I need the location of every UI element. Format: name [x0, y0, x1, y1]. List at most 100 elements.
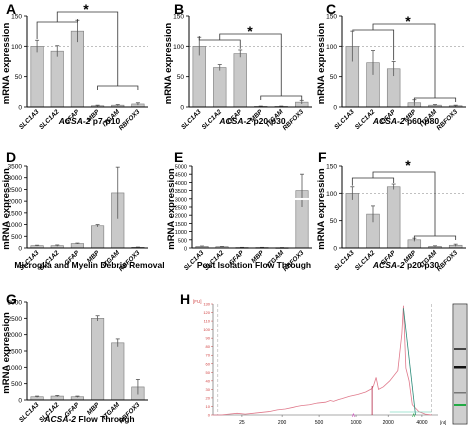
y-tick-label: 150 — [326, 164, 337, 171]
y-tick-label: 1000 — [8, 222, 23, 229]
y-tick-label: 110 — [204, 319, 211, 324]
y-tick-label: 70 — [206, 353, 211, 358]
caption-gene: ACSA-2 — [43, 414, 76, 424]
y-tick-label: 0 — [333, 246, 337, 253]
category-label: SLC1A3 — [333, 108, 356, 131]
significance-bracket — [97, 85, 139, 90]
y-tick-label: 150 — [11, 14, 22, 21]
y-tick-label: 3000 — [8, 300, 23, 307]
panel-label: A — [6, 1, 16, 17]
x-tick-label: 4000 — [416, 420, 427, 426]
x-tick-label: 1000 — [350, 420, 361, 426]
panel-caption: Post Isolation Flow Through — [197, 260, 311, 270]
panel-label: B — [174, 1, 184, 17]
gel-band — [454, 366, 466, 369]
panel-caption: ACSA-2 Flow Through — [43, 414, 134, 424]
y-tick-label: 50 — [330, 218, 338, 225]
significance-star: * — [405, 13, 411, 29]
y-tick-label: 0 — [18, 246, 22, 253]
bar — [50, 50, 64, 108]
electropherogram-trace — [213, 305, 432, 416]
bar — [91, 225, 105, 249]
caption-text: Microglia and Myelin Debris Removal — [14, 260, 164, 270]
x-tick-label: 25 — [239, 420, 245, 426]
x-tick-label: 2000 — [383, 420, 394, 426]
y-tick-label: 130 — [203, 302, 210, 307]
y-tick-label: 40 — [206, 378, 211, 383]
panel-h: H [FU] 0 10 20 30 40 50 60 70 80 90 100 110 120 130 25 20… — [180, 291, 468, 426]
y-tick-label: 4500 — [175, 173, 187, 179]
bar — [70, 243, 84, 249]
caption-text: p20-p30 — [405, 260, 440, 270]
y-tick-label: 1000 — [8, 365, 23, 372]
y-tick-label: 100 — [173, 44, 184, 51]
y-tick-label: 500 — [11, 381, 22, 388]
significance-star: * — [405, 157, 411, 173]
significance-bracket — [260, 95, 303, 100]
bar — [345, 193, 360, 249]
significance-star: * — [247, 23, 253, 39]
y-tick-label: 120 — [203, 310, 210, 315]
gel-marker-band — [454, 404, 466, 406]
caption-gene: ACSA-2 — [218, 116, 251, 126]
y-tick-label: 5000 — [175, 165, 187, 171]
y-axis-label: mRNA expression — [316, 168, 327, 250]
y-axis-label: mRNA expression — [1, 168, 12, 250]
panel-label: D — [6, 149, 16, 165]
bar — [111, 342, 125, 401]
y-tick-label: 500 — [11, 234, 22, 241]
bar — [233, 53, 247, 108]
caption-text: Post Isolation Flow Through — [197, 260, 311, 270]
y-axis-label: mRNA expression — [1, 312, 12, 394]
y-axis-label: mRNA expression — [316, 23, 327, 105]
y-tick-label: 50 — [15, 74, 23, 81]
y-tick-label: 2500 — [8, 187, 23, 194]
upper-marker-icon: ∧ — [411, 413, 415, 419]
y-axis-label: mRNA expression — [1, 23, 12, 105]
y-tick-label: 30 — [206, 387, 211, 392]
y-tick-label: 50 — [177, 74, 185, 81]
caption-gene: ACSA-2 — [58, 116, 91, 126]
gel-band — [454, 392, 466, 394]
y-tick-label: 1500 — [8, 210, 23, 217]
significance-star: * — [83, 1, 89, 17]
y-tick-label: 3500 — [8, 164, 23, 171]
y-tick-label: 10 — [206, 404, 211, 409]
y-tick-label: 1000 — [175, 230, 187, 236]
y-tick-label: 50 — [330, 74, 338, 81]
y-unit-label: [FU] — [193, 299, 202, 304]
panel-label: C — [326, 1, 336, 17]
bar — [213, 67, 227, 108]
y-tick-label: 2500 — [175, 206, 187, 212]
panel-caption: ACSA-2 p20-p30 — [372, 260, 439, 270]
significance-bracket — [413, 97, 457, 102]
y-tick-label: 0 — [333, 105, 337, 112]
y-tick-label: 100 — [326, 191, 337, 198]
y-axis-label: mRNA expression — [166, 168, 177, 250]
y-tick-label: 2000 — [8, 332, 23, 339]
y-tick-label: 50 — [206, 370, 211, 375]
y-tick-label: 150 — [326, 14, 337, 21]
significance-bracket — [372, 171, 436, 236]
y-tick-label: 0 — [18, 398, 22, 405]
panel-caption: ACSA-2 p60-p80 — [372, 116, 439, 126]
panel-label: H — [180, 291, 190, 307]
significance-bracket — [351, 177, 395, 186]
y-tick-label: 0 — [180, 105, 184, 112]
y-tick-label: 500 — [178, 238, 187, 244]
y-tick-label: 0 — [208, 413, 211, 418]
panel-caption: ACSA-2 p20-p30 — [218, 116, 285, 126]
significance-bracket — [56, 11, 119, 86]
y-tick-label: 3000 — [8, 175, 23, 182]
category-label: SLC1A3 — [18, 401, 41, 424]
y-tick-label: 100 — [203, 327, 210, 332]
x-tick-label: 200 — [278, 420, 287, 426]
caption-text: Flow Through — [76, 414, 135, 424]
y-tick-label: 1500 — [8, 349, 23, 356]
y-tick-label: 0 — [184, 247, 187, 253]
